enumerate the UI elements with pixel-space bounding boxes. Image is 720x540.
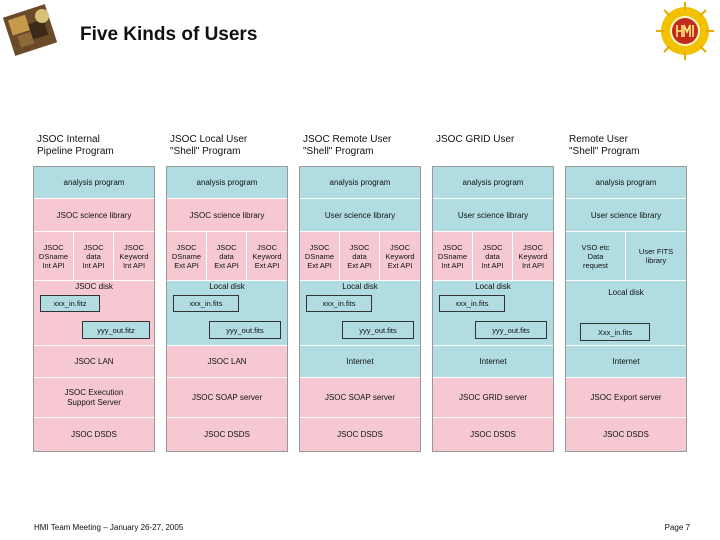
data-api-box: JSOC data Int API: [74, 232, 114, 280]
file-out-box: yyy_out.fitz: [82, 321, 150, 339]
user-fits-library-box: User FITS library: [626, 232, 686, 280]
column-stack: analysis program JSOC science library JS…: [33, 166, 155, 452]
column-stack: analysis program JSOC science library JS…: [166, 166, 288, 452]
column-header: Remote User "Shell" Program: [569, 134, 640, 157]
file-in-box: xxx_in.fits: [439, 295, 505, 312]
dsds-box: JSOC DSDS: [34, 418, 154, 451]
disk-label: JSOC disk: [75, 282, 113, 291]
file-out-box: yyy_out.fits: [342, 321, 414, 339]
server-box: JSOC Execution Support Server: [34, 378, 154, 418]
network-box: JSOC LAN: [34, 345, 154, 378]
column-jsoc-grid-user: JSOC GRID User analysis program User sci…: [432, 134, 554, 452]
analysis-program-box: analysis program: [167, 167, 287, 199]
column-header: JSOC Local User "Shell" Program: [170, 134, 248, 157]
analysis-program-box: analysis program: [300, 167, 420, 199]
footer-meeting-text: HMI Team Meeting – January 26-27, 2005: [34, 523, 184, 532]
science-library-box: User science library: [566, 199, 686, 232]
collage-logo-image: [2, 4, 58, 56]
dsname-api-box: JSOC DSname Ext API: [300, 232, 340, 280]
network-box: Internet: [300, 345, 420, 378]
hmi-seal-logo: [656, 2, 714, 60]
analysis-program-box: analysis program: [566, 167, 686, 199]
file-in-box: Xxx_in.fits: [580, 323, 650, 341]
slide-title: Five Kinds of Users: [80, 24, 258, 45]
server-box: JSOC Export server: [566, 378, 686, 418]
data-api-box: JSOC data Ext API: [207, 232, 247, 280]
dsds-box: JSOC DSDS: [300, 418, 420, 451]
science-library-box: User science library: [300, 199, 420, 232]
disk-label: Local disk: [475, 282, 511, 291]
column-header: JSOC GRID User: [436, 134, 515, 145]
footer-page-number: Page 7: [664, 523, 690, 532]
vso-data-request-box: VSO etc Data request: [566, 232, 626, 280]
server-box: JSOC SOAP server: [300, 378, 420, 418]
file-in-box: xxx_in.fitz: [40, 295, 100, 312]
keyword-api-box: JSOC Keyword Int API: [513, 232, 553, 280]
column-stack: analysis program User science library JS…: [432, 166, 554, 452]
dsds-box: JSOC DSDS: [566, 418, 686, 451]
disk-label: Local disk: [608, 288, 644, 297]
column-remote-user: Remote User "Shell" Program analysis pro…: [565, 134, 687, 452]
network-box: JSOC LAN: [167, 345, 287, 378]
dsname-api-box: JSOC DSname Int API: [433, 232, 473, 280]
column-jsoc-local-user: JSOC Local User "Shell" Program analysis…: [166, 134, 288, 452]
analysis-program-box: analysis program: [433, 167, 553, 199]
server-box: JSOC SOAP server: [167, 378, 287, 418]
dsds-box: JSOC DSDS: [167, 418, 287, 451]
disk-label: Local disk: [342, 282, 378, 291]
network-box: Internet: [433, 345, 553, 378]
column-jsoc-internal: JSOC Internal Pipeline Program analysis …: [33, 134, 155, 452]
data-api-box: JSOC data Int API: [473, 232, 513, 280]
column-jsoc-remote-user: JSOC Remote User "Shell" Program analysi…: [299, 134, 421, 452]
dsds-box: JSOC DSDS: [433, 418, 553, 451]
column-stack: analysis program User science library VS…: [565, 166, 687, 452]
server-box: JSOC GRID server: [433, 378, 553, 418]
file-out-box: yyy_out.fits: [209, 321, 281, 339]
file-in-box: xxx_in.fits: [306, 295, 372, 312]
analysis-program-box: analysis program: [34, 167, 154, 199]
dsname-api-box: JSOC DSname Ext API: [167, 232, 207, 280]
column-header: JSOC Internal Pipeline Program: [37, 134, 114, 157]
column-header: JSOC Remote User "Shell" Program: [303, 134, 392, 157]
science-library-box: User science library: [433, 199, 553, 232]
science-library-box: JSOC science library: [167, 199, 287, 232]
keyword-api-box: JSOC Keyword Ext API: [247, 232, 287, 280]
keyword-api-box: JSOC Keyword Int API: [114, 232, 154, 280]
file-out-box: yyy_out.fits: [475, 321, 547, 339]
disk-label: Local disk: [209, 282, 245, 291]
network-box: Internet: [566, 345, 686, 378]
file-in-box: xxx_in.fits: [173, 295, 239, 312]
data-api-box: JSOC data Ext API: [340, 232, 380, 280]
science-library-box: JSOC science library: [34, 199, 154, 232]
column-stack: analysis program User science library JS…: [299, 166, 421, 452]
keyword-api-box: JSOC Keyword Ext API: [380, 232, 420, 280]
dsname-api-box: JSOC DSname Int API: [34, 232, 74, 280]
